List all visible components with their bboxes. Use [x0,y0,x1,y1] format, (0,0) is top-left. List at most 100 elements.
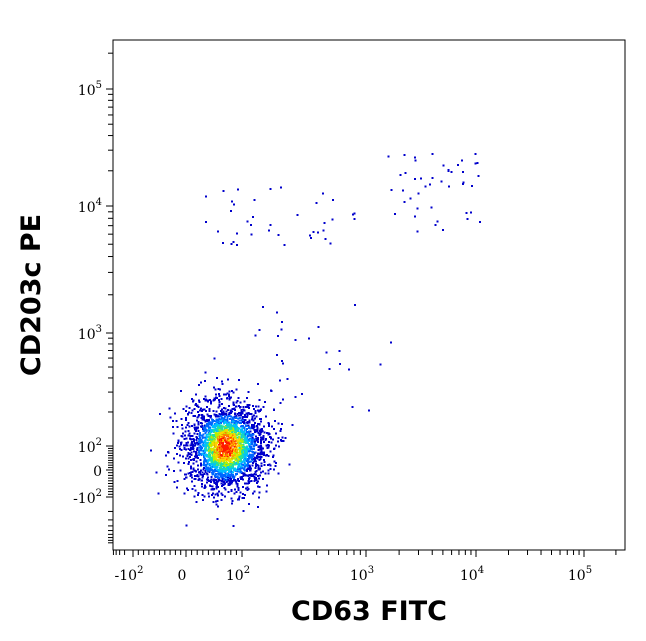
event-dot [248,447,250,450]
event-dot [239,491,242,494]
event-dot [266,446,269,449]
event-dot [215,473,217,475]
event-dot [173,470,175,472]
event-dot [186,424,189,426]
event-dot [213,457,216,460]
event-dot [205,467,208,469]
event-dot [235,454,238,456]
event-dot [225,462,227,464]
event-dot [243,400,246,403]
event-dot [240,422,242,424]
event-dot [209,416,212,419]
event-dot [251,436,254,439]
event-dot [218,413,221,415]
event-dot [246,486,249,489]
event-dot [207,468,210,471]
event-dot [196,474,199,476]
event-dot [190,459,192,461]
event-dot [232,525,235,527]
event-dot [243,465,246,468]
event-dot [353,218,356,220]
event-dot [254,442,256,445]
event-dot [187,448,190,450]
event-dot [209,399,211,401]
event-dot [241,446,244,448]
event-dot [252,427,255,430]
event-dot [185,524,188,527]
event-dot [180,443,182,446]
event-dot [240,436,243,439]
event-dot [179,454,181,457]
event-dot [191,425,193,427]
event-dot [195,430,197,432]
event-dot [258,486,261,488]
event-dot [188,432,191,435]
event-dot [277,234,280,236]
event-dot [217,388,220,390]
event-dot [237,417,239,420]
event-dot [204,395,207,398]
event-dot [354,304,356,306]
event-dot [240,410,243,413]
event-dot [215,434,218,436]
event-dot [222,242,224,244]
event-dot [177,461,180,464]
event-dot [279,379,281,382]
event-dot [193,442,196,444]
event-dot [185,405,188,408]
event-dot [256,482,258,484]
event-dot [193,424,196,426]
event-dot [255,463,257,465]
event-dot [229,430,232,433]
event-dot [227,475,229,477]
event-dot [247,424,250,427]
event-dot [221,403,223,405]
y-tick-label: 0 [93,464,102,480]
event-dot [257,468,260,471]
event-dot [258,399,261,401]
event-dot [243,409,245,412]
event-dot [210,476,213,478]
event-dot [235,438,238,441]
event-dot [322,229,325,232]
event-dot [196,419,198,422]
event-dot [211,488,214,490]
event-dot [450,171,453,173]
event-dot [217,428,219,431]
event-dot [257,432,260,434]
event-dot [193,408,196,410]
event-dot [197,464,199,467]
event-dot [199,433,201,435]
event-dot [218,399,220,401]
event-dot [280,439,282,441]
event-dot [240,413,242,415]
event-dot [178,445,181,448]
event-dot [238,447,241,449]
event-dot [269,188,272,190]
event-dot [228,405,230,407]
event-dot [279,430,282,432]
event-dot [280,428,282,430]
event-dot [328,368,331,370]
event-dot [241,417,244,420]
event-dot [208,471,211,473]
event-dot [227,466,229,468]
event-dot [212,492,214,495]
event-dot [192,444,195,446]
event-dot [183,492,186,495]
event-dot [281,436,284,439]
event-dot [197,406,200,408]
event-dot [240,425,242,428]
event-dot [226,392,229,395]
event-dot [180,441,183,444]
event-dot [204,380,206,382]
event-dot [266,484,268,487]
event-dot [215,415,217,418]
event-dot [224,407,227,410]
event-dot [241,431,244,433]
event-dot [244,494,246,496]
event-dot [221,408,223,411]
event-dot [188,411,190,414]
event-dot [228,437,231,439]
